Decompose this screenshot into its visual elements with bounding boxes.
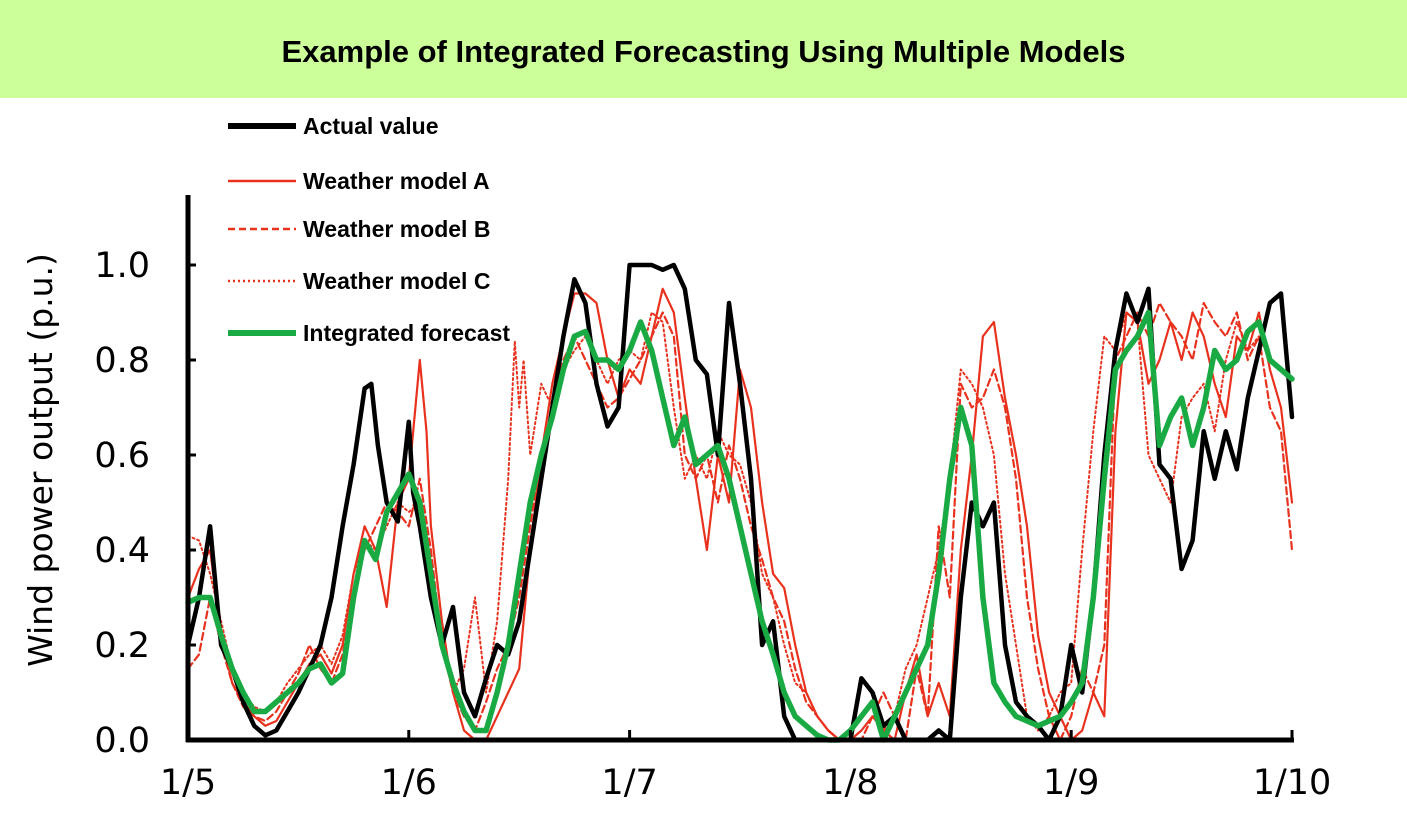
legend-label-weather-model-a: Weather model A xyxy=(303,168,490,194)
y-tick-label: 0.2 xyxy=(94,626,150,666)
legend-label-integrated-forecast: Integrated forecast xyxy=(303,320,510,346)
legend-label-weather-model-b: Weather model B xyxy=(303,216,490,242)
y-tick-label: 0.4 xyxy=(94,531,150,571)
y-axis-label: Wind power output (p.u.) xyxy=(21,253,60,667)
y-tick-label: 0.8 xyxy=(94,341,150,381)
x-tick-label: 1/9 xyxy=(1043,763,1099,803)
series-line-integrated-forecast xyxy=(185,309,1295,743)
series-layer xyxy=(185,262,1295,743)
y-tick-label: 0.6 xyxy=(94,436,150,476)
y-tick-label: 0.0 xyxy=(94,721,150,761)
title-bar: Example of Integrated Forecasting Using … xyxy=(0,0,1407,98)
x-tick-label: 1/7 xyxy=(601,763,657,803)
legend-label-weather-model-c: Weather model C xyxy=(303,268,490,294)
x-tick-label: 1/6 xyxy=(381,763,437,803)
chart-title: Example of Integrated Forecasting Using … xyxy=(281,34,1126,69)
y-tick-label: 1.0 xyxy=(94,246,150,286)
axes: 0.0 0.2 0.4 0.6 0.8 1.0 1/5 1/6 1/7 1/8 1/9 1/10 xyxy=(94,195,1331,803)
legend-label-actual-value: Actual value xyxy=(303,113,439,139)
series-line-weather-model-b xyxy=(186,301,1294,742)
x-tick-label: 1/10 xyxy=(1253,763,1332,803)
x-tick-label: 1/8 xyxy=(822,763,878,803)
x-tick-label: 1/5 xyxy=(160,763,216,803)
legend: Actual value Weather model A Weather model… xyxy=(228,113,510,346)
